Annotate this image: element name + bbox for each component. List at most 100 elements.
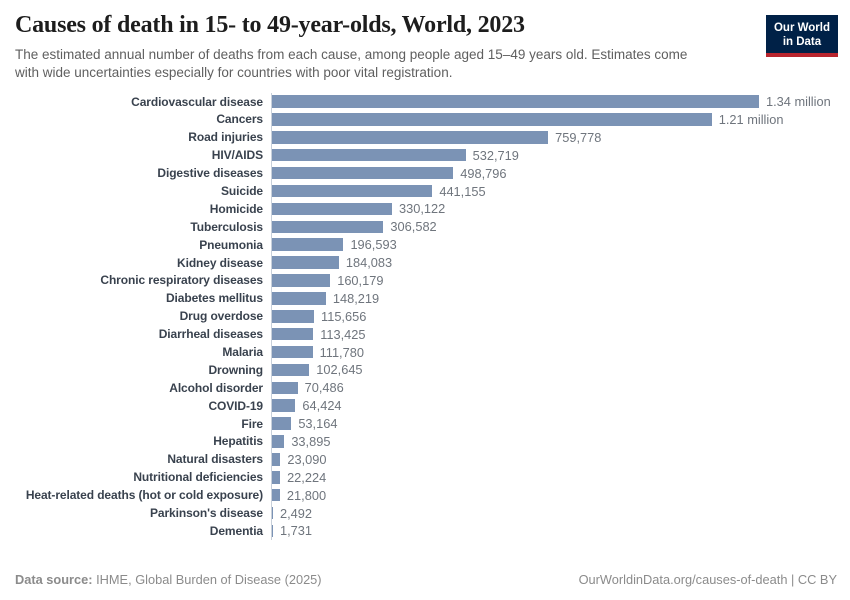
bar-value-label: 2,492 bbox=[280, 505, 313, 521]
bar-row: Malaria 111,780 bbox=[15, 343, 837, 361]
bar[interactable] bbox=[272, 453, 281, 466]
bar[interactable] bbox=[272, 95, 759, 108]
category-label-text: Parkinson's disease bbox=[149, 506, 263, 521]
category-label: HIV/AIDS bbox=[15, 148, 271, 162]
bar[interactable] bbox=[272, 166, 454, 180]
bar-value-label: 441,155 bbox=[439, 183, 486, 199]
bar[interactable] bbox=[272, 256, 339, 269]
bar-row: Chronic respiratory diseases 160,179 bbox=[15, 271, 837, 290]
category-label-text: Cardiovascular disease bbox=[131, 94, 263, 109]
bar[interactable] bbox=[272, 202, 392, 216]
bar[interactable] bbox=[272, 220, 384, 234]
bar-track: 196,593 bbox=[271, 235, 837, 254]
bar-value-label: 160,179 bbox=[337, 272, 384, 288]
category-label-text: Nutritional deficiencies bbox=[133, 470, 263, 485]
bar-row: Natural disasters 23,090 bbox=[15, 450, 837, 469]
bar-value-label: 196,593 bbox=[350, 237, 397, 253]
bar[interactable] bbox=[272, 113, 712, 126]
bar[interactable] bbox=[272, 524, 273, 538]
bar-row: Diarrheal diseases 113,425 bbox=[15, 325, 837, 344]
bar-row: Diabetes mellitus 148,219 bbox=[15, 289, 837, 308]
bar-track: 306,582 bbox=[271, 217, 837, 236]
bar[interactable] bbox=[272, 345, 313, 359]
bar[interactable] bbox=[272, 131, 549, 144]
bar-value-label: 21,800 bbox=[286, 487, 327, 503]
bar[interactable] bbox=[272, 292, 326, 305]
category-label: Digestive diseases bbox=[15, 166, 271, 180]
bar-track: 759,778 bbox=[271, 128, 837, 147]
category-label: Cardiovascular disease bbox=[15, 95, 271, 109]
bar-row: Cardiovascular disease 1.34 million bbox=[15, 92, 837, 111]
bar-value-label: 113,425 bbox=[320, 326, 366, 342]
category-label-text: Diarrheal diseases bbox=[158, 327, 263, 342]
category-label: Kidney disease bbox=[15, 256, 271, 270]
category-label: Drug overdose bbox=[15, 309, 271, 323]
bar[interactable] bbox=[272, 506, 273, 520]
category-label: Drowning bbox=[15, 363, 271, 377]
bar-value-label: 23,090 bbox=[287, 451, 327, 467]
bar-value-label: 148,219 bbox=[332, 290, 380, 306]
chart-footer: Data source: IHME, Global Burden of Dise… bbox=[15, 572, 837, 587]
page-title: Causes of death in 15- to 49-year-olds, … bbox=[15, 12, 525, 38]
owid-logo[interactable]: Our World in Data bbox=[765, 15, 838, 58]
category-label-text: Chronic respiratory diseases bbox=[100, 273, 263, 288]
bar-row: Road injuries 759,778 bbox=[15, 128, 837, 147]
category-label: Alcohol disorder bbox=[15, 381, 271, 395]
category-label: Suicide bbox=[15, 184, 271, 198]
category-label-text: Alcohol disorder bbox=[169, 380, 263, 395]
bar-row: COVID-19 64,424 bbox=[15, 396, 837, 415]
bar-row: Drug overdose 115,656 bbox=[15, 307, 837, 326]
bar[interactable] bbox=[272, 310, 315, 323]
bar-chart: Cardiovascular disease 1.34 million Cancer… bbox=[15, 92, 837, 540]
category-label: Dementia bbox=[15, 524, 271, 538]
bar-track: 21,800 bbox=[271, 486, 837, 505]
bar[interactable] bbox=[272, 399, 296, 412]
attribution-link[interactable]: OurWorldinData.org/causes-of-death | CC … bbox=[578, 572, 837, 587]
bar[interactable] bbox=[272, 327, 314, 341]
data-source: Data source: IHME, Global Burden of Dise… bbox=[15, 572, 322, 587]
bar-row: Suicide 441,155 bbox=[15, 182, 837, 200]
bar-row: Homicide 330,122 bbox=[15, 199, 837, 218]
bar-value-label: 111,780 bbox=[319, 344, 364, 360]
category-label-text: Diabetes mellitus bbox=[165, 291, 263, 306]
category-label-text: Road injuries bbox=[188, 130, 263, 145]
bar[interactable] bbox=[272, 363, 310, 377]
bar-value-label: 184,083 bbox=[345, 255, 393, 271]
bar-track: 23,090 bbox=[271, 450, 837, 469]
category-label-text: Hepatitis bbox=[213, 434, 263, 449]
category-label: Chronic respiratory diseases bbox=[15, 273, 271, 287]
bar[interactable] bbox=[272, 417, 292, 430]
bar-track: 160,179 bbox=[271, 271, 837, 290]
category-label: Tuberculosis bbox=[15, 220, 271, 234]
bar[interactable] bbox=[272, 184, 433, 198]
bar-track: 2,492 bbox=[271, 504, 837, 522]
bar-value-label: 115,656 bbox=[321, 308, 367, 324]
bar[interactable] bbox=[272, 471, 281, 484]
bar-row: Tuberculosis 306,582 bbox=[15, 217, 837, 236]
bar-value-label: 22,224 bbox=[287, 469, 327, 485]
bar[interactable] bbox=[272, 435, 285, 448]
bar-row: Fire 53,164 bbox=[15, 414, 837, 433]
bar-row: Digestive diseases 498,796 bbox=[15, 164, 837, 183]
bar-track: 148,219 bbox=[271, 289, 837, 308]
bar-value-label: 306,582 bbox=[390, 219, 437, 235]
category-label: COVID-19 bbox=[15, 399, 271, 413]
category-label-text: Natural disasters bbox=[167, 452, 263, 467]
bar-value-label: 53,164 bbox=[298, 416, 338, 432]
category-label-text: Cancers bbox=[216, 112, 263, 127]
bar-row: Dementia 1,731 bbox=[15, 522, 837, 540]
bar[interactable] bbox=[272, 238, 344, 251]
bar[interactable] bbox=[272, 274, 331, 287]
category-label-text: HIV/AIDS bbox=[211, 148, 263, 163]
category-label: Diabetes mellitus bbox=[15, 291, 271, 305]
bar-value-label: 33,895 bbox=[291, 433, 331, 449]
bar-row: HIV/AIDS 532,719 bbox=[15, 146, 837, 165]
category-label: Diarrheal diseases bbox=[15, 327, 271, 341]
bar[interactable] bbox=[272, 381, 298, 395]
bar-value-label: 1.34 million bbox=[766, 94, 831, 110]
bar[interactable] bbox=[272, 488, 280, 502]
bar-row: Parkinson's disease 2,492 bbox=[15, 504, 837, 522]
bar[interactable] bbox=[272, 148, 466, 162]
bar-row: Hepatitis 33,895 bbox=[15, 432, 837, 451]
bar-value-label: 498,796 bbox=[460, 165, 507, 181]
